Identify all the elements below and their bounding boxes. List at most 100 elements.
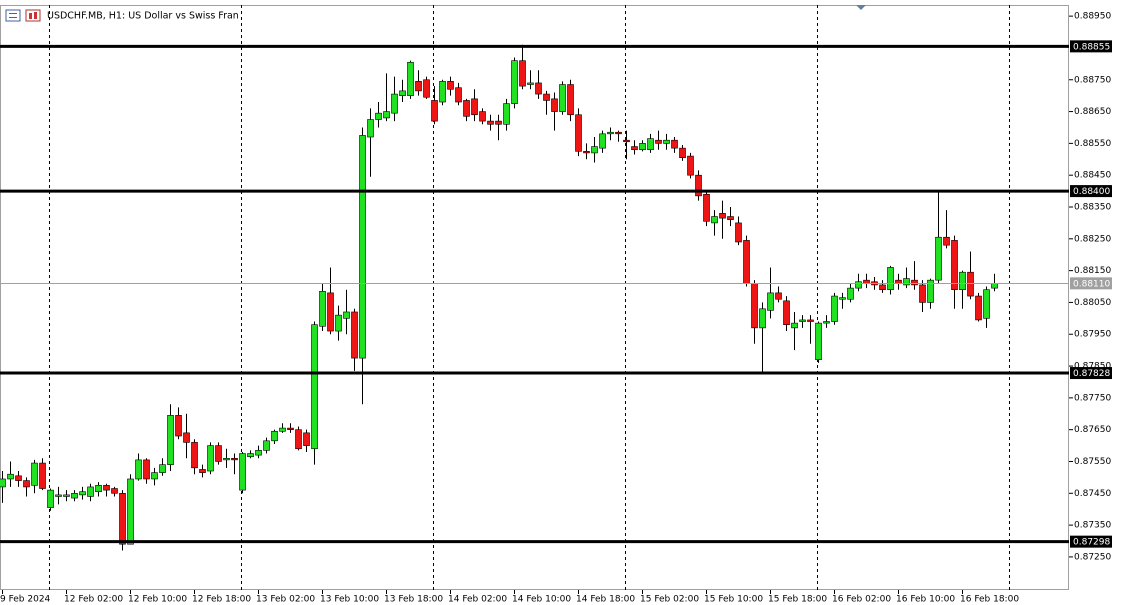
candle-body (407, 61, 414, 96)
y-tick-label: 0.88250 (1074, 234, 1111, 244)
candle-body (831, 295, 838, 322)
candle-body (7, 473, 14, 480)
candle-body (823, 321, 830, 324)
candle-body (247, 453, 254, 458)
x-tick-label: 16 Feb 02:00 (832, 595, 891, 605)
candle-body (647, 138, 654, 151)
candle-body (919, 284, 926, 303)
y-tick-label: 0.88950 (1074, 12, 1111, 22)
candle-body (991, 283, 998, 289)
level-label: 0.87828 (1073, 369, 1110, 379)
y-tick-label: 0.88150 (1074, 266, 1111, 276)
candle-body (935, 236, 942, 281)
candle-body (943, 236, 950, 246)
candle-body (727, 216, 734, 221)
candle-body (607, 131, 614, 135)
candle-body (327, 292, 334, 332)
level-label-box (1070, 40, 1112, 53)
candle-body (695, 174, 702, 197)
candle-body (287, 427, 294, 430)
candle-body (87, 486, 94, 497)
plot-area (0, 5, 1010, 590)
shift-marker (856, 5, 866, 10)
candle-body (791, 322, 798, 329)
candle-body (487, 120, 494, 125)
candle-body (863, 279, 870, 284)
x-tick-label: 12 Feb 18:00 (192, 595, 251, 605)
candle-body (879, 284, 886, 291)
candle-body (295, 429, 302, 450)
candle-body (367, 119, 374, 138)
title-icons (5, 9, 41, 22)
candle-body (335, 314, 342, 332)
x-tick-label: 14 Feb 02:00 (448, 595, 507, 605)
candle-body (455, 87, 462, 103)
candle-body (551, 98, 558, 112)
y-tick-label: 0.88650 (1074, 107, 1111, 117)
candle-body (135, 459, 142, 480)
candle-body (359, 135, 366, 359)
candle-body (959, 271, 966, 291)
candle-body (215, 445, 222, 462)
candle-body (703, 193, 710, 222)
y-tick-label: 0.88450 (1074, 171, 1111, 181)
candle-body (199, 469, 206, 473)
y-tick-label: 0.87850 (1074, 362, 1111, 372)
candle-body (71, 492, 78, 499)
candle-body (495, 120, 502, 125)
y-tick-label: 0.88750 (1074, 75, 1111, 85)
candle-body (671, 139, 678, 149)
candle-body (439, 81, 446, 103)
candle-body (447, 81, 454, 90)
x-tick-label: 14 Feb 18:00 (576, 595, 635, 605)
candle-body (839, 297, 846, 300)
y-tick-label: 0.87550 (1074, 457, 1111, 467)
candle-body (767, 292, 774, 311)
x-tick-label: 16 Feb 10:00 (896, 595, 955, 605)
candle-body (191, 442, 198, 469)
candle-body (967, 271, 974, 297)
y-tick-label: 0.87750 (1074, 393, 1111, 403)
candle-body (519, 60, 526, 87)
candle-body (463, 100, 470, 117)
candle-body (431, 100, 438, 122)
candle-body (23, 480, 30, 488)
candle-body (887, 267, 894, 291)
candle-body (311, 324, 318, 450)
level-label-box (1070, 185, 1112, 198)
candle-body (847, 287, 854, 300)
candle-body (263, 440, 270, 451)
candle-body (423, 79, 430, 98)
candle-body (735, 222, 742, 243)
candle-body (143, 459, 150, 480)
candle-body (911, 279, 918, 286)
candle-body (855, 281, 862, 289)
x-tick-label: 16 Feb 18:00 (960, 595, 1019, 605)
candle-body (567, 84, 574, 116)
candle-body (159, 464, 166, 473)
candle-body (223, 458, 230, 461)
candle-body (391, 93, 398, 114)
chart-title: USDCHF.MB, H1: US Dollar vs Swiss Franc (47, 11, 244, 22)
candle-body (775, 292, 782, 300)
candle-body (783, 300, 790, 325)
candle-body (207, 445, 214, 472)
candle-body (751, 283, 758, 329)
current-price-label: 0.88110 (1073, 279, 1110, 289)
candle-body (903, 278, 910, 286)
candle-body (663, 139, 670, 144)
candle-body (127, 478, 134, 545)
candle-body (351, 311, 358, 359)
candle-body (271, 430, 278, 442)
candle-body (151, 472, 158, 480)
candle-body (471, 98, 478, 116)
icon-bar (29, 13, 32, 19)
candle-body (479, 111, 486, 122)
level-label-box (1070, 367, 1112, 380)
candle-body (511, 60, 518, 104)
candle-body (951, 240, 958, 291)
candle-body (103, 485, 110, 491)
candle-body (167, 415, 174, 465)
candle-body (383, 111, 390, 119)
